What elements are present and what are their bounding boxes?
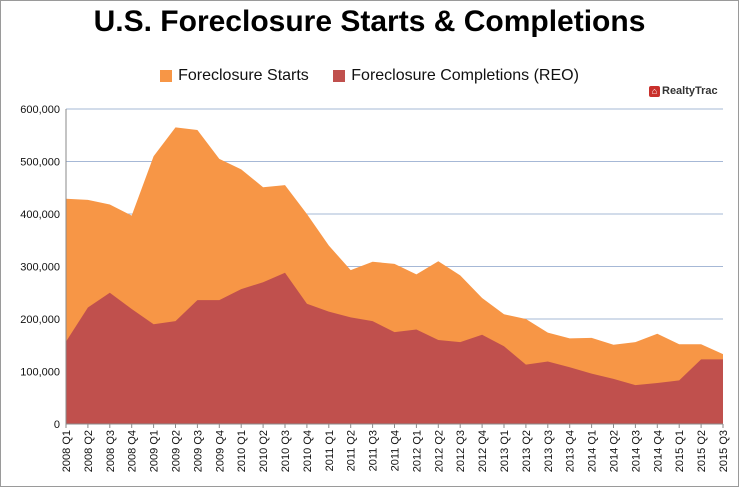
x-tick-label: 2009 Q4 (214, 430, 226, 472)
legend-swatch-starts (160, 70, 173, 82)
logo-text: RealtyTrac (662, 85, 718, 97)
x-tick-label: 2008 Q1 (61, 430, 73, 472)
area-foreclosure-completions (66, 272, 723, 424)
house-icon: ⌂ (649, 85, 660, 97)
x-tick-label: 2014 Q3 (630, 430, 642, 472)
legend-swatch-completions (333, 70, 346, 82)
y-tick-label: 0 (54, 419, 60, 431)
chart-legend: Foreclosure Starts Foreclosure Completio… (1, 67, 738, 87)
x-tick-label: 2010 Q3 (280, 430, 292, 472)
y-tick-label: 300,000 (20, 262, 60, 274)
y-tick-label: 200,000 (20, 314, 60, 326)
legend-item-starts: Foreclosure Starts (160, 67, 309, 85)
x-tick-label: 2009 Q3 (192, 430, 204, 472)
realtytrac-logo: ⌂ RealtyTrac (649, 85, 718, 97)
x-tick-label: 2010 Q4 (302, 430, 314, 472)
x-tick-label: 2015 Q3 (718, 430, 730, 472)
x-tick-label: 2011 Q4 (390, 430, 402, 471)
x-tick-label: 2009 Q2 (171, 430, 183, 472)
x-tick-label: 2008 Q4 (127, 430, 139, 472)
x-tick-label: 2008 Q3 (105, 430, 117, 472)
x-tick-label: 2012 Q2 (433, 430, 445, 472)
x-tick-label: 2012 Q1 (411, 430, 423, 472)
x-tick-label: 2011 Q1 (324, 430, 336, 471)
y-tick-label: 500,000 (20, 157, 60, 169)
x-tick-label: 2015 Q2 (696, 430, 708, 472)
x-tick-label: 2011 Q2 (346, 430, 358, 471)
x-tick-label: 2012 Q4 (477, 430, 489, 472)
y-tick-label: 400,000 (20, 209, 60, 221)
x-tick-label: 2013 Q1 (499, 430, 511, 472)
legend-label-starts: Foreclosure Starts (178, 67, 309, 84)
x-tick-label: 2013 Q3 (543, 430, 555, 472)
y-tick-label: 600,000 (20, 104, 60, 116)
y-tick-label: 100,000 (20, 367, 60, 379)
x-tick-label: 2009 Q1 (149, 430, 161, 472)
x-tick-label: 2014 Q1 (587, 430, 599, 472)
x-tick-label: 2008 Q2 (83, 430, 95, 472)
x-tick-label: 2014 Q4 (652, 430, 664, 472)
x-tick-label: 2010 Q2 (258, 430, 270, 472)
x-tick-label: 2012 Q3 (455, 430, 467, 472)
x-tick-label: 2013 Q4 (565, 430, 577, 472)
legend-label-completions: Foreclosure Completions (REO) (351, 67, 579, 84)
x-tick-label: 2014 Q2 (609, 430, 621, 472)
legend-item-completions: Foreclosure Completions (REO) (333, 67, 579, 85)
chart-title: U.S. Foreclosure Starts & Completions (93, 5, 646, 38)
x-tick-label: 2013 Q2 (521, 430, 533, 472)
x-tick-label: 2010 Q1 (236, 430, 248, 472)
x-tick-label: 2011 Q3 (368, 430, 380, 471)
x-tick-label: 2015 Q1 (674, 430, 686, 472)
